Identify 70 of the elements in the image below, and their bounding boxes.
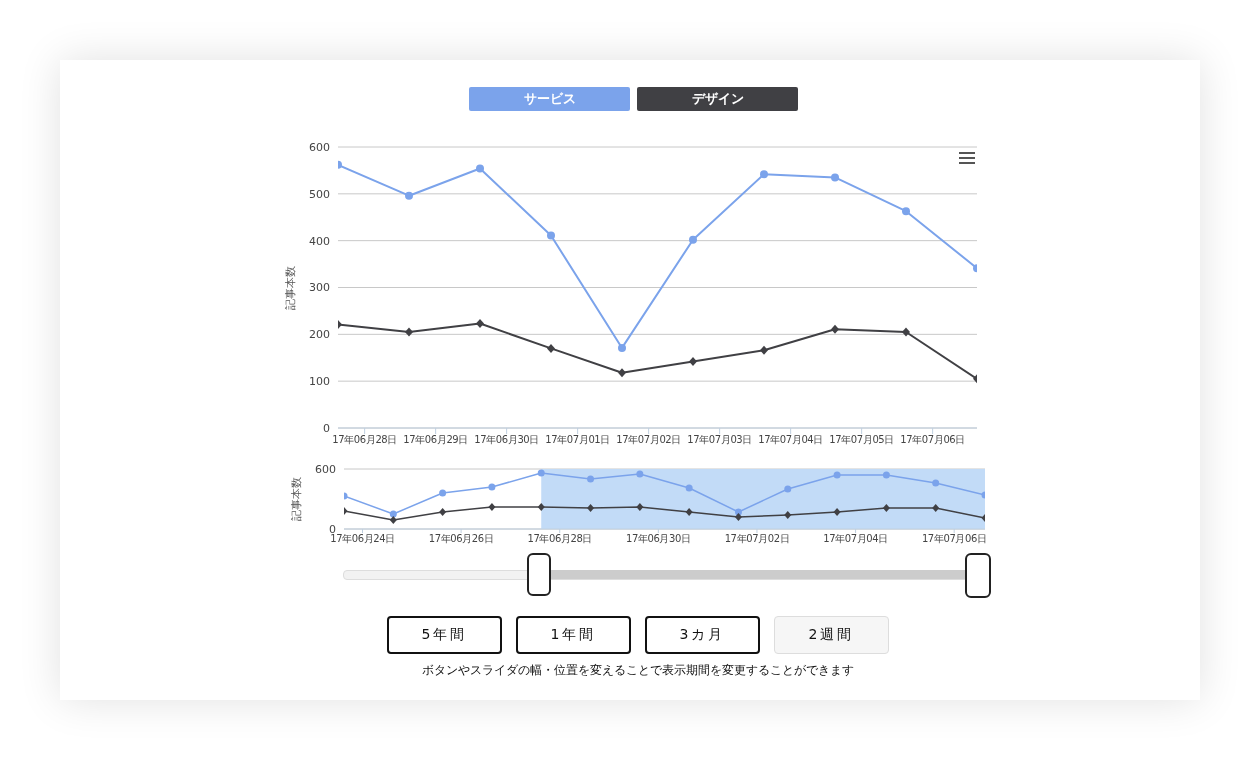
- point: [784, 485, 792, 493]
- point: [476, 164, 484, 173]
- point: [831, 324, 839, 334]
- x-tick-label: 17年07月03日: [687, 434, 752, 446]
- y-tick-label: 200: [309, 328, 330, 342]
- point: [488, 503, 496, 511]
- point: [405, 327, 413, 337]
- point: [636, 470, 644, 478]
- point: [405, 191, 413, 200]
- point: [902, 327, 910, 337]
- point: [831, 173, 839, 182]
- x-tick-label: 17年07月06日: [900, 434, 965, 446]
- y-tick-label: 400: [309, 234, 330, 248]
- point: [618, 368, 626, 378]
- y-axis-title: 記事本数: [283, 265, 297, 310]
- y-tick-label: 600: [315, 462, 336, 476]
- y-tick-label: 0: [323, 421, 330, 435]
- point: [587, 504, 595, 512]
- text: 1年間: [516, 616, 631, 654]
- point: [618, 343, 626, 352]
- text: 5年間: [387, 616, 502, 654]
- point: [833, 471, 841, 479]
- point: [439, 489, 447, 497]
- y-tick-label: 300: [309, 281, 330, 295]
- text: 3カ月: [645, 616, 760, 654]
- point: [537, 469, 545, 477]
- y-tick-label: 0: [329, 522, 336, 536]
- point: [760, 170, 768, 179]
- point: [902, 207, 910, 216]
- point: [833, 508, 841, 516]
- point: [389, 516, 397, 524]
- y-tick-label: 100: [309, 375, 330, 389]
- x-tick-label: 17年07月02日: [724, 533, 790, 545]
- x-tick-label: 17年06月28日: [332, 434, 397, 446]
- point: [734, 513, 742, 521]
- point: [932, 479, 940, 487]
- x-tick-label: 17年07月04日: [758, 434, 823, 446]
- x-tick-label: 17年07月06日: [921, 533, 987, 545]
- x-tick-label: 17年06月30日: [474, 434, 539, 446]
- point: [537, 503, 545, 511]
- y-tick-label: 500: [309, 187, 330, 201]
- point: [636, 503, 644, 511]
- point: [547, 343, 555, 353]
- text: 2週間: [774, 616, 889, 654]
- x-tick-label: 17年07月02日: [616, 434, 681, 446]
- x-tick-label: 17年07月04日: [823, 533, 888, 545]
- point: [439, 508, 447, 516]
- point: [689, 235, 697, 244]
- x-tick-label: 17年06月24日: [330, 533, 395, 545]
- point: [547, 231, 555, 240]
- y-tick-label: 600: [309, 140, 330, 154]
- point: [587, 475, 595, 483]
- point: [932, 504, 940, 512]
- point: [784, 511, 792, 519]
- x-tick-label: 17年06月26日: [428, 533, 494, 545]
- point: [488, 483, 496, 491]
- point: [760, 345, 768, 355]
- point: [685, 484, 693, 492]
- text: ボタンやスライダの幅・位置を変えることで表示期間を変更することができます: [421, 662, 855, 679]
- text: サービス: [469, 87, 630, 111]
- x-tick-label: 17年07月01日: [545, 434, 610, 446]
- point: [882, 471, 890, 479]
- x-tick-label: 17年06月28日: [527, 533, 593, 545]
- x-tick-label: 17年06月29日: [403, 434, 468, 446]
- point: [685, 508, 693, 516]
- point: [882, 504, 890, 512]
- y-axis-title: 記事本数: [289, 477, 303, 521]
- x-tick-label: 17年07月05日: [829, 434, 894, 446]
- x-tick-label: 17年06月30日: [626, 533, 691, 545]
- text: デザイン: [637, 87, 798, 111]
